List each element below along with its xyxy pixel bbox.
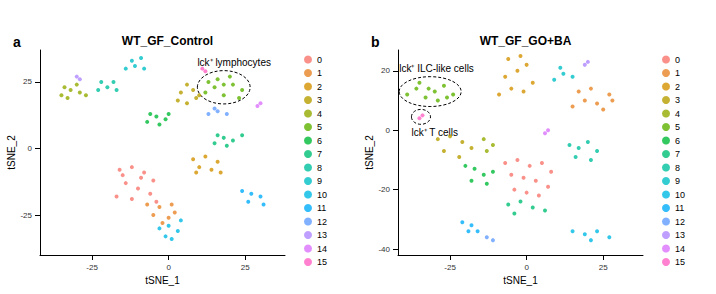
svg-text:25: 25: [23, 77, 32, 86]
svg-text:4: 4: [675, 109, 680, 119]
svg-text:9: 9: [675, 176, 680, 186]
svg-text:lck⁺ ILC-like cells: lck⁺ ILC-like cells: [399, 63, 474, 74]
svg-text:a: a: [13, 34, 21, 50]
svg-text:14: 14: [317, 244, 327, 254]
svg-text:0: 0: [386, 126, 391, 135]
svg-text:0: 0: [524, 263, 529, 272]
svg-text:5: 5: [675, 122, 680, 132]
svg-text:12: 12: [317, 217, 327, 227]
svg-text:9: 9: [317, 176, 322, 186]
svg-text:tSNE_1: tSNE_1: [145, 275, 180, 286]
svg-text:25: 25: [599, 263, 608, 272]
svg-text:WT_GF_Control: WT_GF_Control: [122, 34, 213, 48]
svg-text:20: 20: [381, 66, 390, 75]
svg-text:3: 3: [317, 95, 322, 105]
svg-text:11: 11: [317, 203, 326, 213]
svg-text:lck⁺ T cells: lck⁺ T cells: [411, 127, 458, 138]
svg-text:8: 8: [317, 163, 322, 173]
svg-text:lck⁺ lymphocytes: lck⁺ lymphocytes: [197, 57, 271, 68]
svg-text:11: 11: [675, 203, 684, 213]
svg-text:0: 0: [317, 55, 322, 65]
svg-text:0: 0: [675, 55, 680, 65]
svg-text:12: 12: [675, 217, 685, 227]
svg-text:-40: -40: [378, 245, 390, 254]
svg-text:4: 4: [317, 109, 322, 119]
svg-text:6: 6: [317, 136, 322, 146]
svg-text:5: 5: [317, 122, 322, 132]
svg-text:7: 7: [317, 149, 322, 159]
svg-text:15: 15: [317, 257, 327, 267]
svg-text:6: 6: [675, 136, 680, 146]
svg-text:10: 10: [675, 190, 685, 200]
svg-text:WT_GF_GO+BA: WT_GF_GO+BA: [480, 34, 572, 48]
svg-text:1: 1: [675, 68, 680, 78]
svg-text:0: 0: [166, 263, 171, 272]
svg-text:10: 10: [317, 190, 327, 200]
svg-text:0: 0: [28, 144, 33, 153]
svg-text:13: 13: [675, 230, 685, 240]
svg-text:8: 8: [675, 163, 680, 173]
svg-text:-25: -25: [444, 263, 456, 272]
svg-text:2: 2: [317, 82, 322, 92]
svg-text:3: 3: [675, 95, 680, 105]
svg-text:tSNE_2: tSNE_2: [364, 135, 375, 170]
svg-text:tSNE_2: tSNE_2: [6, 135, 17, 170]
svg-text:b: b: [371, 34, 380, 50]
svg-text:tSNE_1: tSNE_1: [503, 275, 538, 286]
svg-text:14: 14: [675, 244, 685, 254]
svg-text:-20: -20: [378, 185, 390, 194]
svg-text:15: 15: [675, 257, 685, 267]
svg-text:-25: -25: [20, 211, 32, 220]
svg-text:25: 25: [241, 263, 250, 272]
svg-text:13: 13: [317, 230, 327, 240]
svg-text:1: 1: [317, 68, 322, 78]
svg-text:-25: -25: [86, 263, 98, 272]
svg-text:2: 2: [675, 82, 680, 92]
svg-text:7: 7: [675, 149, 680, 159]
